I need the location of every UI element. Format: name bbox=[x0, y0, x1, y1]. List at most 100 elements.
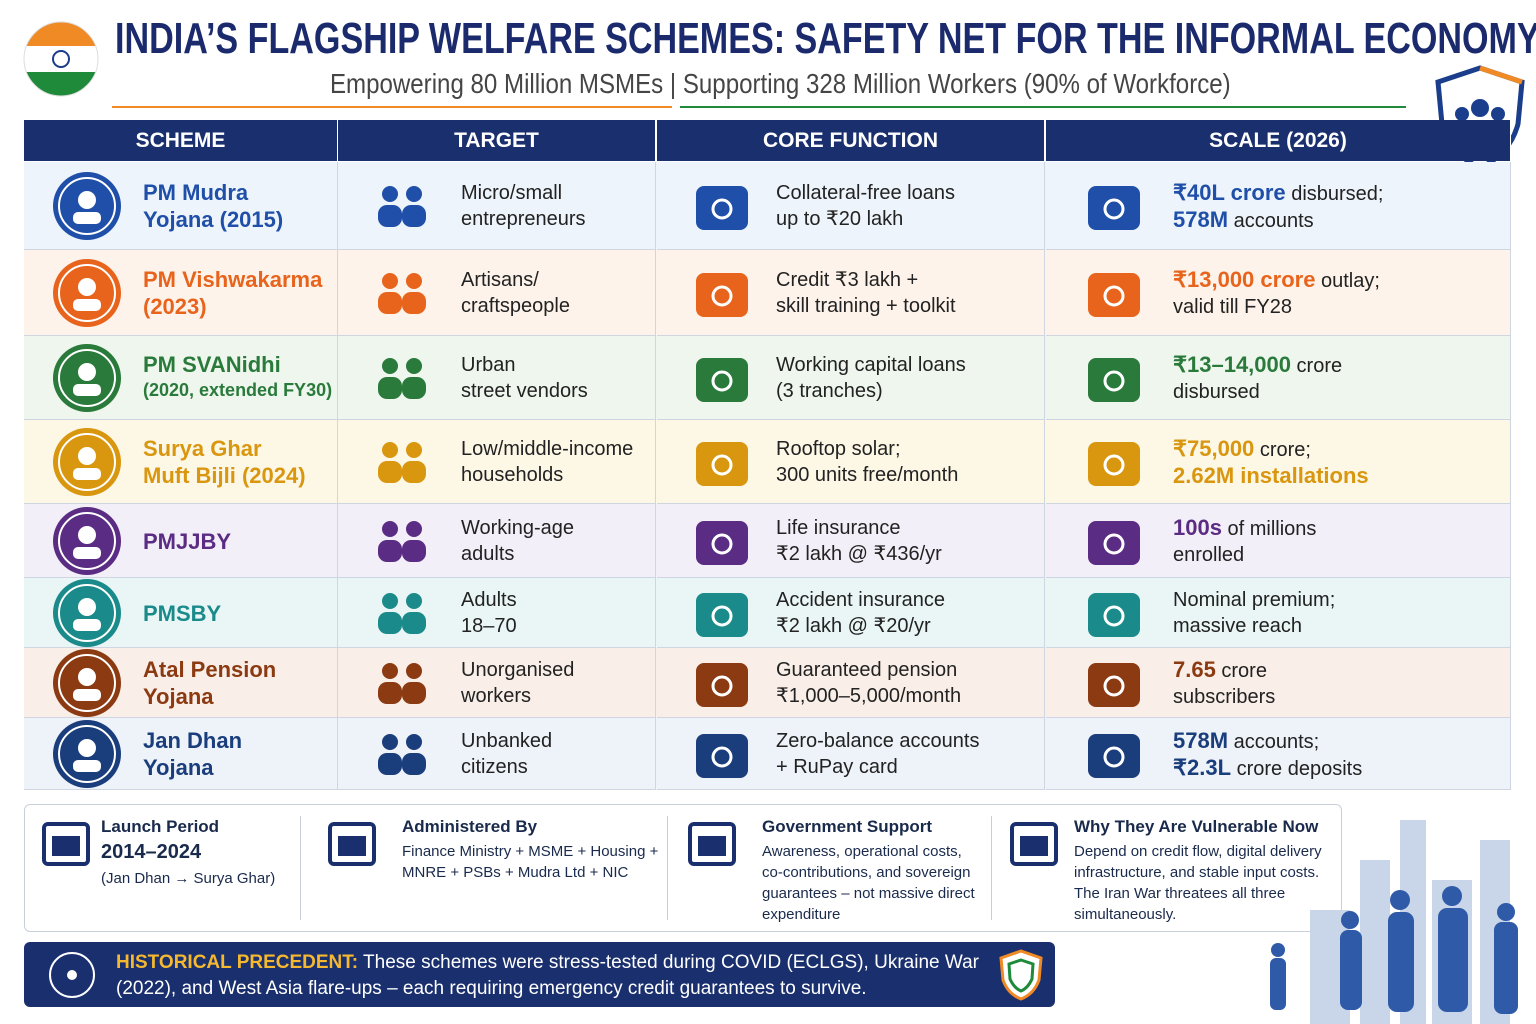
scheme-line: Muft Bijli (2024) bbox=[143, 463, 306, 488]
footer-item: Government Support Awareness, operational… bbox=[762, 817, 975, 925]
core-function: Accident insurance ₹2 lakh @ ₹20/yr bbox=[776, 587, 945, 639]
icon bbox=[378, 734, 426, 775]
table-row: PMSBY Adults 18–70 Accident insurance ₹2 lak… bbox=[24, 578, 1511, 648]
scale-text: enrolled bbox=[1173, 544, 1245, 566]
target-line: Working-age bbox=[461, 517, 575, 539]
target: Low/middle-income households bbox=[461, 436, 633, 488]
scale-text: crore bbox=[1291, 355, 1343, 377]
target-line: craftspeople bbox=[461, 295, 570, 317]
core-function: Collateral-free loans up to ₹20 lakh bbox=[776, 180, 955, 232]
cell bbox=[24, 718, 338, 790]
scale: 100s of millions enrolled bbox=[1173, 515, 1316, 568]
core-function: Working capital loans (3 tranches) bbox=[776, 352, 966, 404]
scheme-line: Atal Pension bbox=[143, 657, 277, 682]
scheme-name: PM Vishwakarma (2023) bbox=[143, 266, 322, 320]
icon bbox=[696, 186, 748, 230]
footer-line: expenditure bbox=[762, 906, 841, 923]
divider bbox=[680, 106, 1406, 108]
icon bbox=[378, 663, 426, 704]
icon bbox=[1088, 521, 1140, 565]
footer-icon bbox=[328, 822, 376, 866]
target: Micro/small entrepreneurs bbox=[461, 180, 586, 232]
core-line: ₹1,000–5,000/month bbox=[776, 685, 962, 707]
footer-title: Launch Period bbox=[101, 817, 220, 836]
footer-line: Depend on credit flow, digital delivery bbox=[1074, 843, 1322, 860]
core-line: Accident insurance bbox=[776, 589, 945, 611]
core-line: + RuPay card bbox=[776, 756, 898, 778]
cell bbox=[1046, 162, 1511, 250]
icon bbox=[1088, 593, 1140, 637]
flag-icon bbox=[23, 21, 99, 97]
scale-text: subscribers bbox=[1173, 686, 1276, 708]
banner-text: HISTORICAL PRECEDENT: These schemes were… bbox=[116, 950, 996, 1002]
scale-highlight: ₹13–14,000 bbox=[1173, 352, 1291, 377]
icon bbox=[696, 273, 748, 317]
scale: Nominal premium; massive reach bbox=[1173, 587, 1335, 639]
cell bbox=[1046, 718, 1511, 790]
scale-line: 578M accounts bbox=[1173, 207, 1384, 234]
cell bbox=[338, 648, 656, 718]
scheme-line: PMSBY bbox=[143, 600, 222, 626]
icon bbox=[696, 521, 748, 565]
icon bbox=[53, 344, 121, 412]
core-function: Life insurance ₹2 lakh @ ₹436/yr bbox=[776, 515, 942, 567]
scheme-line: Jan Dhan bbox=[143, 728, 243, 753]
scale: ₹13,000 crore outlay; valid till FY28 bbox=[1173, 267, 1380, 320]
target-line: citizens bbox=[461, 756, 528, 778]
target-line: Low/middle-income bbox=[461, 438, 634, 460]
footer-line: simultaneously. bbox=[1074, 906, 1177, 923]
icon bbox=[378, 358, 426, 399]
cell bbox=[24, 162, 338, 250]
scheme-line: PMJJBY bbox=[143, 528, 232, 554]
footer-item: Why They Are Vulnerable Now Depend on cre… bbox=[1074, 817, 1322, 925]
scale-highlight: ₹13,000 crore bbox=[1173, 267, 1316, 292]
scale-highlight: 578M bbox=[1173, 207, 1229, 232]
cell bbox=[1046, 250, 1511, 336]
footer-divider bbox=[300, 816, 301, 920]
skyline bbox=[1270, 820, 1518, 1024]
scale-line: ₹13,000 crore outlay; bbox=[1173, 267, 1380, 294]
scale-line: massive reach bbox=[1173, 613, 1335, 639]
target-line: street vendors bbox=[461, 380, 588, 402]
banner-icon bbox=[49, 952, 95, 998]
scale-line: 100s of millions bbox=[1173, 515, 1316, 542]
cell bbox=[338, 162, 656, 250]
scheme-name: Surya Ghar Muft Bijli (2024) bbox=[143, 435, 306, 489]
footer-icon bbox=[688, 822, 736, 866]
column-header: SCHEME bbox=[24, 120, 338, 161]
scale-text: disbursed; bbox=[1285, 183, 1384, 205]
target-line: entrepreneurs bbox=[461, 208, 586, 230]
scale-highlight: 7.65 bbox=[1173, 657, 1216, 682]
scale-highlight: 2.62M installations bbox=[1173, 463, 1369, 488]
scheme-note: (2020, extended FY30) bbox=[143, 380, 333, 400]
footer-box bbox=[24, 804, 1342, 932]
scheme-line: Yojana bbox=[143, 755, 214, 780]
scale-highlight: 578M bbox=[1173, 728, 1229, 753]
target-line: 18–70 bbox=[461, 615, 517, 637]
scale-text: crore deposits bbox=[1231, 758, 1363, 780]
scale-line: enrolled bbox=[1173, 542, 1316, 568]
footer-divider bbox=[991, 816, 992, 920]
column-header: CORE FUNCTION bbox=[657, 120, 1045, 161]
scale-line: ₹2.3L crore deposits bbox=[1173, 755, 1362, 782]
scale-line: disbursed bbox=[1173, 379, 1342, 405]
scheme-line: PM Vishwakarma bbox=[143, 267, 323, 292]
icon bbox=[1088, 734, 1140, 778]
core-line: Credit ₹3 lakh + bbox=[776, 269, 919, 291]
table-row: PM SVANidhi (2020, extended FY30) Urban str… bbox=[24, 336, 1511, 420]
icon bbox=[53, 428, 121, 496]
scale: ₹40L crore disbursed; 578M accounts bbox=[1173, 180, 1384, 234]
table-row: PM Mudra Yojana (2015) Micro/small entrepre… bbox=[24, 162, 1511, 250]
scale: 7.65 crore subscribers bbox=[1173, 657, 1275, 710]
cell bbox=[657, 578, 1045, 648]
table-row: Jan Dhan Yojana Unbanked citizens Zero-balan… bbox=[24, 718, 1511, 790]
icon bbox=[696, 358, 748, 402]
title: INDIA’S FLAGSHIP WELFARE SCHEMES: SAFETY… bbox=[115, 14, 1536, 63]
scheme-name: Jan Dhan Yojana bbox=[143, 727, 242, 781]
cell bbox=[338, 420, 656, 504]
target-line: Micro/small bbox=[461, 182, 563, 204]
footer-item: Launch Period 2014–2024 (Jan Dhan → Surya … bbox=[101, 817, 275, 889]
scale-text: accounts bbox=[1228, 210, 1314, 232]
scale-text: crore; bbox=[1254, 439, 1311, 461]
